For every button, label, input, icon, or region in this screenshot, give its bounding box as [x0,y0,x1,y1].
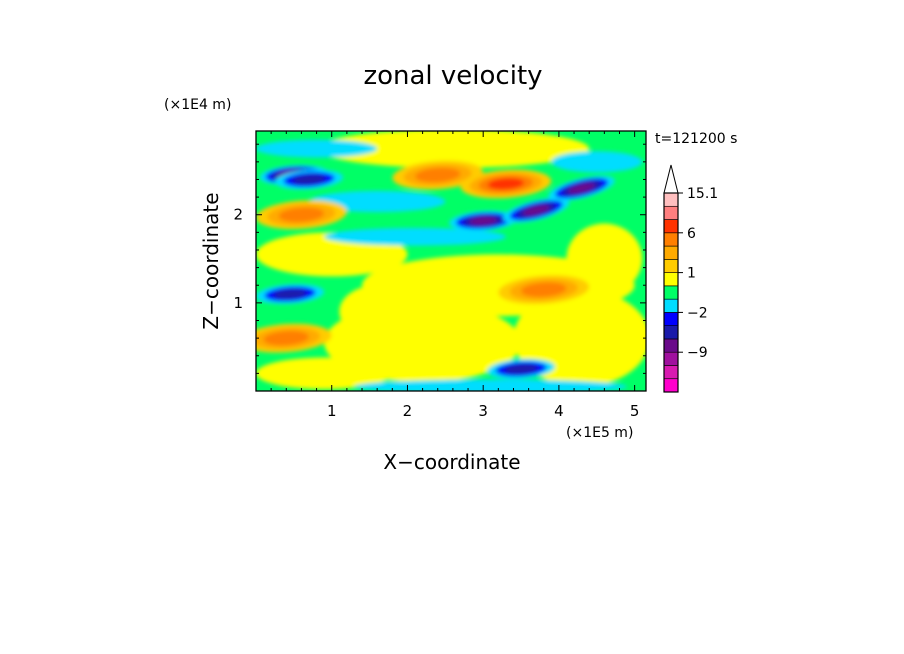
chart-title: zonal velocity [363,61,542,91]
colorbar-tick-label: 1 [687,266,696,282]
colorbar-swatch [663,259,679,273]
y-tick-labels: 12 [233,206,243,312]
x-tick-labels: 1 2 3 4 5 [327,402,639,420]
weak-positive-region [256,357,393,390]
y-tick-label: 1 [233,294,243,312]
colorbar-swatch [663,338,679,353]
colorbar-swatch [663,325,679,340]
velocity-contour [469,216,497,225]
colorbar-swatch [663,312,679,326]
weak-positive-region [362,254,635,317]
velocity-contour [568,183,595,194]
velocity-contour [504,363,539,374]
weak-positive-region [339,285,416,339]
velocity-contour [273,289,308,300]
colorbar-swatch [663,351,679,366]
velocity-contour [278,207,325,222]
x-tick-label: 4 [554,402,564,420]
colorbar-swatch [663,192,679,207]
weak-positive-region [316,131,590,169]
plot-area [256,131,646,391]
velocity-contour [487,178,525,190]
x-axis-label: X−coordinate [383,450,520,474]
axis-ticks [256,131,646,391]
y-tick-label: 2 [233,206,243,224]
colorbar-swatch [663,378,679,393]
colorbar-swatch [663,365,679,380]
colorbar-tick-label: −9 [687,345,708,361]
velocity-contour [263,330,309,346]
x-multiplier-label: (×1E5 m) [566,425,633,441]
colorbar-swatch [663,285,679,300]
weak-positive-region [566,223,643,295]
weak-negative-band [324,227,506,246]
colorbar-swatch [663,245,679,260]
velocity-contour [522,205,550,216]
colorbar-swatch [663,298,679,313]
x-tick-label: 3 [478,402,488,420]
colorbar-swatch [663,272,679,287]
y-multiplier-label: (×1E4 m) [164,97,231,113]
velocity-contour [292,174,327,185]
weak-negative-band [256,139,378,158]
colorbar-swatch [663,205,679,220]
colorbar-labels: 15.1 6 1 −2 −9 [678,186,718,361]
colorbar-swatch [663,219,679,234]
velocity-contour [521,282,567,297]
colorbar-tick-label: 6 [687,226,696,242]
x-tick-label: 2 [403,402,413,420]
colorbar-extend-arrow [663,164,679,194]
time-label: t=121200 s [655,131,737,147]
weak-negative-band [551,151,643,173]
y-axis-label: Z−coordinate [199,192,223,329]
colorbar-tick-label: −2 [687,305,708,321]
colorbar-frame [663,192,679,393]
colorbar-swatch [663,232,679,247]
x-tick-label: 1 [327,402,337,420]
colorbar-tick-label: 15.1 [687,186,718,202]
x-tick-label: 5 [630,402,640,420]
plot-frame [255,130,647,392]
velocity-contour [415,167,461,183]
zonal-velocity-field [256,131,646,391]
colorbar [663,164,679,393]
